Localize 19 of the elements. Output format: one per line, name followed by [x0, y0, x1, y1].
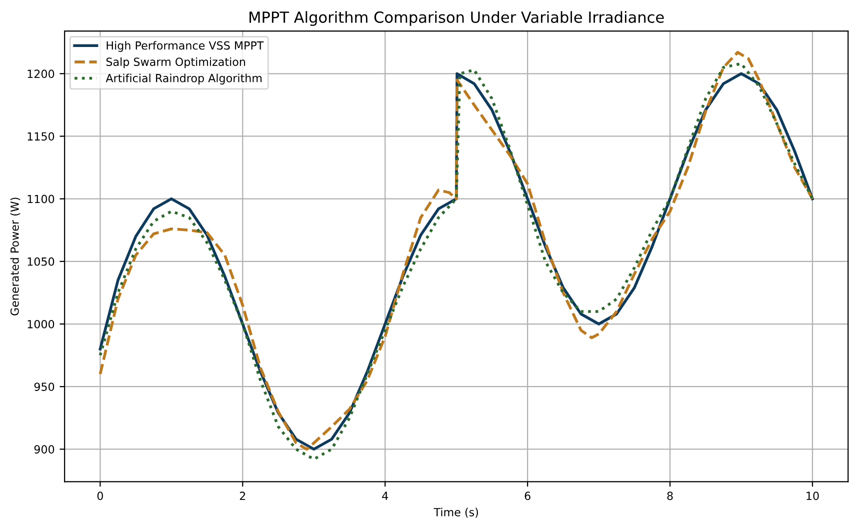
- chart-title: MPPT Algorithm Comparison Under Variable Irradiance: [250, 11, 664, 26]
- y-tick-label: 1100: [28, 194, 54, 204]
- x-tick-label: 2: [240, 492, 246, 500]
- y-tick-label: 900: [34, 445, 54, 454]
- y-axis-title: Generated Power (W): [10, 198, 20, 316]
- y-tick-label: 1200: [28, 70, 54, 78]
- y-tick-label: 950: [34, 382, 54, 391]
- y-tick-label: 1150: [28, 132, 54, 141]
- legend-label: Artificial Raindrop Algorithm: [106, 74, 262, 84]
- x-tick-label: 8: [667, 492, 673, 500]
- x-axis-title: Time (s): [434, 508, 478, 518]
- legend-label: Salp Swarm Optimization: [106, 57, 246, 68]
- y-tick-label: 1000: [28, 320, 54, 328]
- legend-label: High Performance VSS MPPT: [106, 41, 264, 52]
- y-tick-label: 1050: [28, 257, 54, 266]
- x-tick-label: 0: [97, 492, 103, 500]
- x-tick-label: 6: [524, 492, 530, 500]
- x-tick-label: 10: [806, 492, 819, 500]
- x-tick-label: 4: [382, 492, 388, 500]
